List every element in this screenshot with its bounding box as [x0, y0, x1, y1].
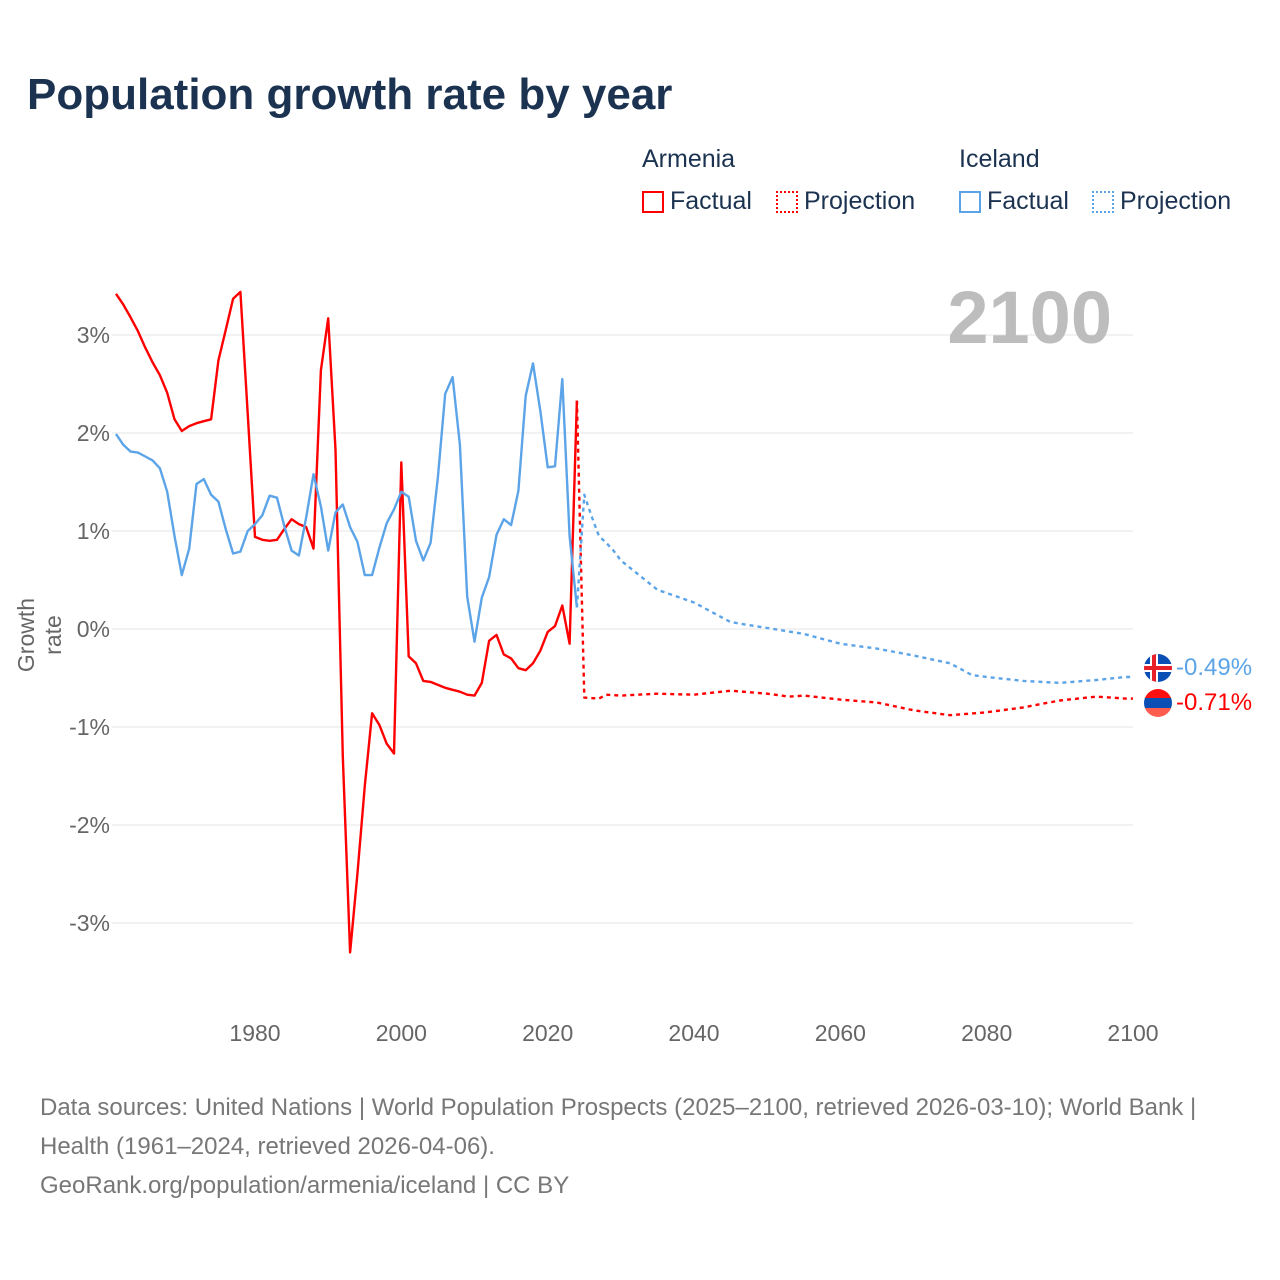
legend-iceland-projection[interactable]: Projection	[1092, 187, 1231, 216]
x-tick-label: 2060	[815, 1020, 866, 1046]
x-tick-label: 2100	[1107, 1020, 1158, 1046]
legend-armenia-factual[interactable]: Factual	[642, 187, 752, 216]
x-tick-label: 1980	[229, 1020, 280, 1046]
y-axis-label: Growth rate	[13, 597, 66, 673]
y-tick-label: -3%	[69, 910, 110, 936]
series-line-iceland-factual	[115, 362, 579, 643]
x-tick-label: 2080	[961, 1020, 1012, 1046]
y-tick-label: 2%	[77, 420, 110, 446]
legend-swatch-dotted	[776, 190, 798, 213]
x-tick-label: 2000	[376, 1020, 427, 1046]
credit-link[interactable]: GeoRank.org/population/armenia/iceland |…	[40, 1172, 570, 1199]
y-tick-label: 0%	[77, 616, 110, 642]
current-year-label: 2100	[947, 276, 1112, 359]
legend-swatch-dotted	[1092, 190, 1114, 213]
series-line-iceland-projection	[575, 493, 1133, 685]
legend-swatch-solid	[642, 190, 664, 213]
data-sources: Data sources: United Nations | World Pop…	[40, 1094, 1197, 1160]
iceland-end-value: -0.49%	[1176, 654, 1253, 681]
y-tick-label: 1%	[77, 518, 110, 544]
armenia-end-value: -0.71%	[1176, 689, 1253, 716]
series-line-armenia-projection	[575, 400, 1133, 717]
legend-label: Factual	[670, 187, 752, 215]
x-tick-label: 2020	[522, 1020, 573, 1046]
y-tick-label: 3%	[77, 322, 110, 348]
footer: Data sources: United Nations | World Pop…	[40, 1088, 1240, 1205]
chart-title: Population growth rate by year	[27, 70, 673, 119]
legend-label: Projection	[804, 187, 916, 215]
legend-group-armenia: Armenia	[642, 145, 736, 173]
legend-swatch-solid	[959, 190, 981, 213]
legend-iceland-factual[interactable]: Factual	[959, 187, 1069, 216]
y-tick-label: -2%	[69, 812, 110, 838]
x-tick-label: 2040	[668, 1020, 719, 1046]
legend-armenia-projection[interactable]: Projection	[776, 187, 915, 216]
legend-label: Factual	[987, 187, 1069, 215]
series-line-armenia-factual	[115, 290, 579, 954]
legend-group-iceland: Iceland	[959, 145, 1040, 173]
legend-label: Projection	[1120, 187, 1232, 215]
y-tick-label: -1%	[69, 714, 110, 740]
